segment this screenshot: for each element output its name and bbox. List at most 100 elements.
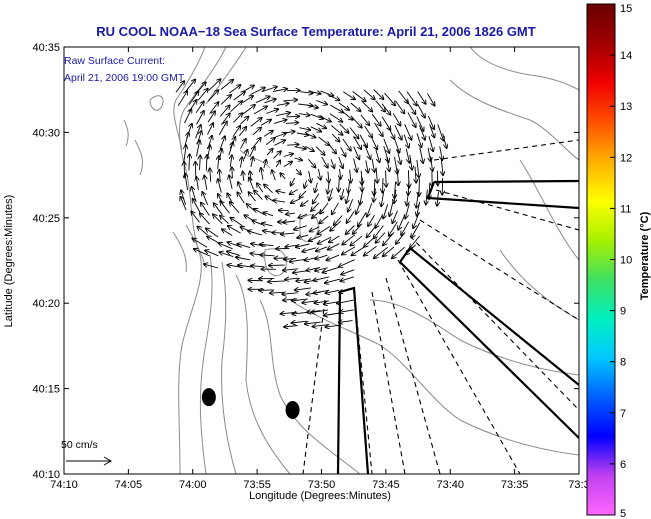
- current-vector: [320, 202, 329, 214]
- current-vector: [250, 87, 265, 96]
- current-vector: [346, 211, 355, 224]
- current-vector: [356, 200, 362, 215]
- current-vector: [315, 254, 328, 259]
- current-vector: [361, 170, 362, 185]
- current-vector: [429, 124, 435, 138]
- current-vector: [370, 136, 377, 150]
- current-vector: [275, 133, 287, 138]
- current-vector: [219, 105, 230, 117]
- x-tick-label: 73:35: [501, 479, 529, 491]
- current-vector: [227, 251, 240, 256]
- colorbar-tick-label: 11: [620, 203, 631, 215]
- current-vector: [282, 293, 298, 295]
- current-vector: [346, 192, 349, 204]
- current-vector: [416, 133, 422, 147]
- plot-background: [64, 47, 579, 474]
- colorbar-label: Temperature (°C): [639, 211, 651, 300]
- current-vector: [302, 247, 317, 252]
- current-vector: [207, 90, 219, 102]
- current-vector: [368, 214, 375, 226]
- current-vector: [413, 211, 420, 228]
- current-vector: [331, 159, 335, 168]
- current-vector: [387, 125, 395, 140]
- current-vector: [294, 225, 307, 230]
- current-vector: [372, 158, 375, 172]
- current-vector: [251, 157, 253, 168]
- current-vector: [230, 101, 243, 113]
- current-vector: [363, 89, 375, 100]
- current-vector: [305, 133, 316, 138]
- colorbar-tick-label: 5: [620, 508, 626, 519]
- current-vector: [220, 95, 231, 105]
- current-vector: [392, 210, 398, 224]
- current-vector: [427, 115, 434, 130]
- current-vector: [196, 111, 205, 125]
- current-vector: [395, 100, 404, 114]
- y-axis: 40:35 40:30 40:25 40:20 40:15 40:10: [32, 42, 579, 481]
- current-vector: [437, 170, 438, 186]
- current-vector: [364, 144, 371, 160]
- colorbar-tick-label: 13: [620, 101, 632, 113]
- current-vector: [204, 175, 207, 190]
- current-vector: [197, 226, 208, 236]
- current-vector: [386, 170, 387, 188]
- current-vector: [394, 189, 396, 204]
- current-vector: [184, 161, 185, 179]
- colorbar-tick-label: 9: [620, 306, 626, 318]
- x-tick-label: 73:55: [243, 479, 271, 491]
- current-vector: [310, 126, 322, 132]
- current-vector: [407, 190, 409, 206]
- current-vector: [328, 143, 337, 154]
- current-vector: [299, 128, 310, 130]
- x-tick-label: 73:3: [568, 479, 589, 491]
- current-vector: [312, 209, 322, 218]
- current-vector: [273, 200, 286, 202]
- current-vector: [375, 149, 380, 163]
- current-annotation-line2: April 21, 2006 19:00 GMT: [64, 72, 185, 84]
- y-tick-label: 40:25: [32, 213, 60, 225]
- current-vector: [180, 196, 187, 211]
- current-vector: [304, 322, 321, 324]
- current-vector: [366, 160, 368, 173]
- current-vector: [317, 226, 331, 234]
- current-vector: [202, 192, 209, 206]
- current-vector: [200, 213, 210, 225]
- current-vector: [353, 136, 362, 149]
- current-vector: [259, 244, 274, 246]
- current-vector: [196, 177, 198, 190]
- current-vector: [265, 196, 274, 202]
- current-vector: [184, 132, 189, 147]
- current-vector: [428, 136, 433, 152]
- colorbar-ticks: 15 14 13 12 11 10 9 8 7 6 5: [610, 3, 632, 519]
- current-vector: [342, 138, 351, 151]
- current-vector: [239, 116, 248, 125]
- current-vector: [274, 140, 286, 146]
- current-vector: [273, 89, 287, 92]
- current-vector: [389, 199, 394, 217]
- current-vector: [376, 168, 377, 183]
- current-vector: [326, 254, 340, 260]
- current-vector: [339, 310, 354, 312]
- current-vector: [398, 90, 409, 104]
- current-vector: [350, 235, 363, 246]
- current-vector: [220, 215, 229, 224]
- current-vector: [373, 89, 384, 100]
- current-vector: [387, 156, 390, 172]
- current-vector: [243, 171, 244, 182]
- coastline-contours: [123, 47, 579, 474]
- current-vector: [192, 198, 201, 214]
- station-marker: [201, 388, 216, 407]
- current-vector: [220, 201, 230, 214]
- current-vector: [324, 278, 341, 283]
- current-vector: [306, 105, 318, 108]
- current-vector: [290, 177, 296, 186]
- current-vector: [184, 145, 186, 161]
- current-vector: [328, 171, 329, 184]
- current-vector: [276, 113, 290, 117]
- current-vector: [298, 114, 310, 116]
- current-vector: [371, 113, 381, 126]
- current-vector: [364, 125, 373, 138]
- current-vector: [304, 180, 306, 189]
- current-vector: [280, 233, 295, 234]
